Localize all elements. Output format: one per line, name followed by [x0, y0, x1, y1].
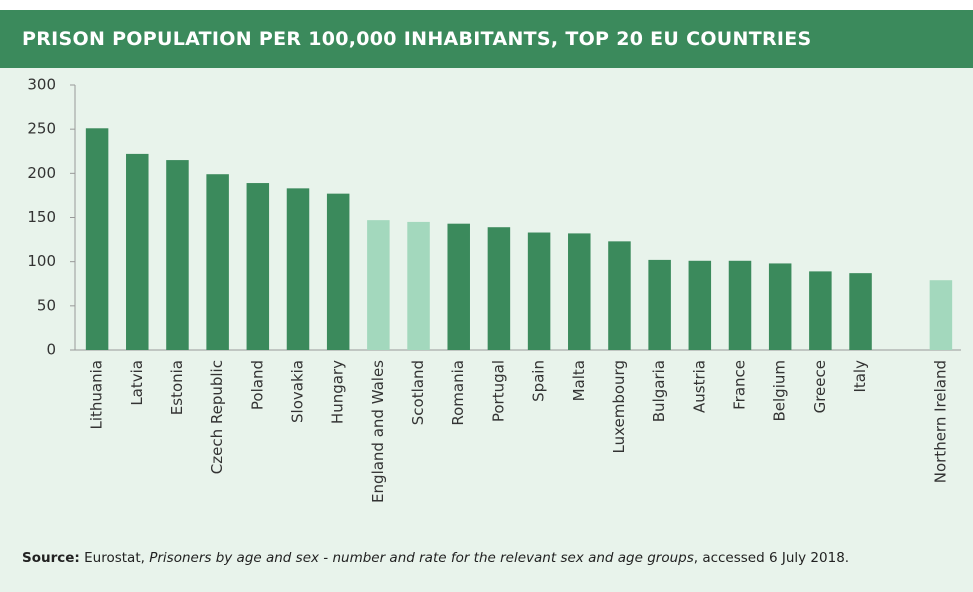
bar	[286, 188, 310, 350]
bar	[326, 193, 350, 350]
y-tick-label: 150	[27, 208, 56, 226]
y-tick-label: 100	[27, 252, 56, 270]
bar	[447, 223, 470, 350]
chart-panel: PRISON POPULATION PER 100,000 INHABITANT…	[0, 10, 973, 592]
bar	[206, 174, 229, 350]
bar	[527, 232, 551, 350]
y-tick-label: 300	[27, 76, 56, 94]
bar	[85, 128, 109, 350]
x-tick-label: Greece	[811, 360, 829, 413]
bar	[768, 263, 792, 350]
bar	[568, 233, 591, 350]
chart-title: PRISON POPULATION PER 100,000 INHABITANT…	[0, 10, 973, 68]
x-tick-label: Northern Ireland	[931, 360, 949, 483]
bar	[728, 260, 752, 350]
x-tick-label: Slovakia	[289, 360, 307, 423]
y-tick-label: 50	[37, 296, 56, 314]
bar	[367, 220, 390, 350]
source-label: Source:	[22, 550, 80, 566]
x-tick-label: Poland	[248, 360, 266, 410]
bar	[809, 271, 832, 350]
x-tick-label: Czech Republic	[208, 360, 226, 474]
y-tick-label: 200	[27, 164, 56, 182]
x-tick-label: Latvia	[128, 360, 146, 406]
bar	[126, 153, 149, 350]
y-tick-label: 0	[46, 341, 56, 359]
x-tick-label: Malta	[570, 360, 588, 401]
bar	[246, 183, 270, 350]
source-org: Eurostat,	[84, 550, 145, 566]
bar	[929, 280, 953, 350]
chart: 0 50 100 150 200 250 300 Lithuania Latvia Estonia…	[27, 76, 961, 503]
bar	[487, 227, 511, 350]
y-tick-label: 250	[27, 120, 56, 138]
x-tick-label: France	[731, 360, 749, 410]
x-tick-label: Austria	[690, 360, 708, 413]
source-note: Source: Eurostat, Prisoners by age and s…	[22, 550, 849, 566]
x-tick-label: Bulgaria	[650, 360, 668, 422]
x-tick-label: England and Wales	[369, 360, 387, 503]
bar	[166, 160, 189, 350]
x-tick-label: Romania	[449, 360, 467, 426]
bar	[608, 241, 631, 350]
x-tick-label: Belgium	[771, 360, 789, 422]
x-tick-label: Hungary	[329, 360, 347, 424]
bar	[688, 260, 712, 350]
x-tick-label: Estonia	[168, 360, 186, 415]
source-date: , accessed 6 July 2018.	[693, 550, 850, 566]
x-tick-label: Scotland	[409, 360, 427, 425]
bar	[648, 259, 671, 350]
source-title: Prisoners by age and sex - number and ra…	[149, 550, 694, 566]
x-tick-label: Italy	[851, 360, 869, 393]
x-tick-label: Spain	[530, 360, 548, 402]
x-tick-label: Portugal	[489, 360, 507, 422]
bar	[849, 273, 872, 350]
bar	[407, 221, 430, 350]
x-tick-label: Lithuania	[88, 360, 106, 429]
x-tick-label: Luxembourg	[610, 360, 628, 454]
